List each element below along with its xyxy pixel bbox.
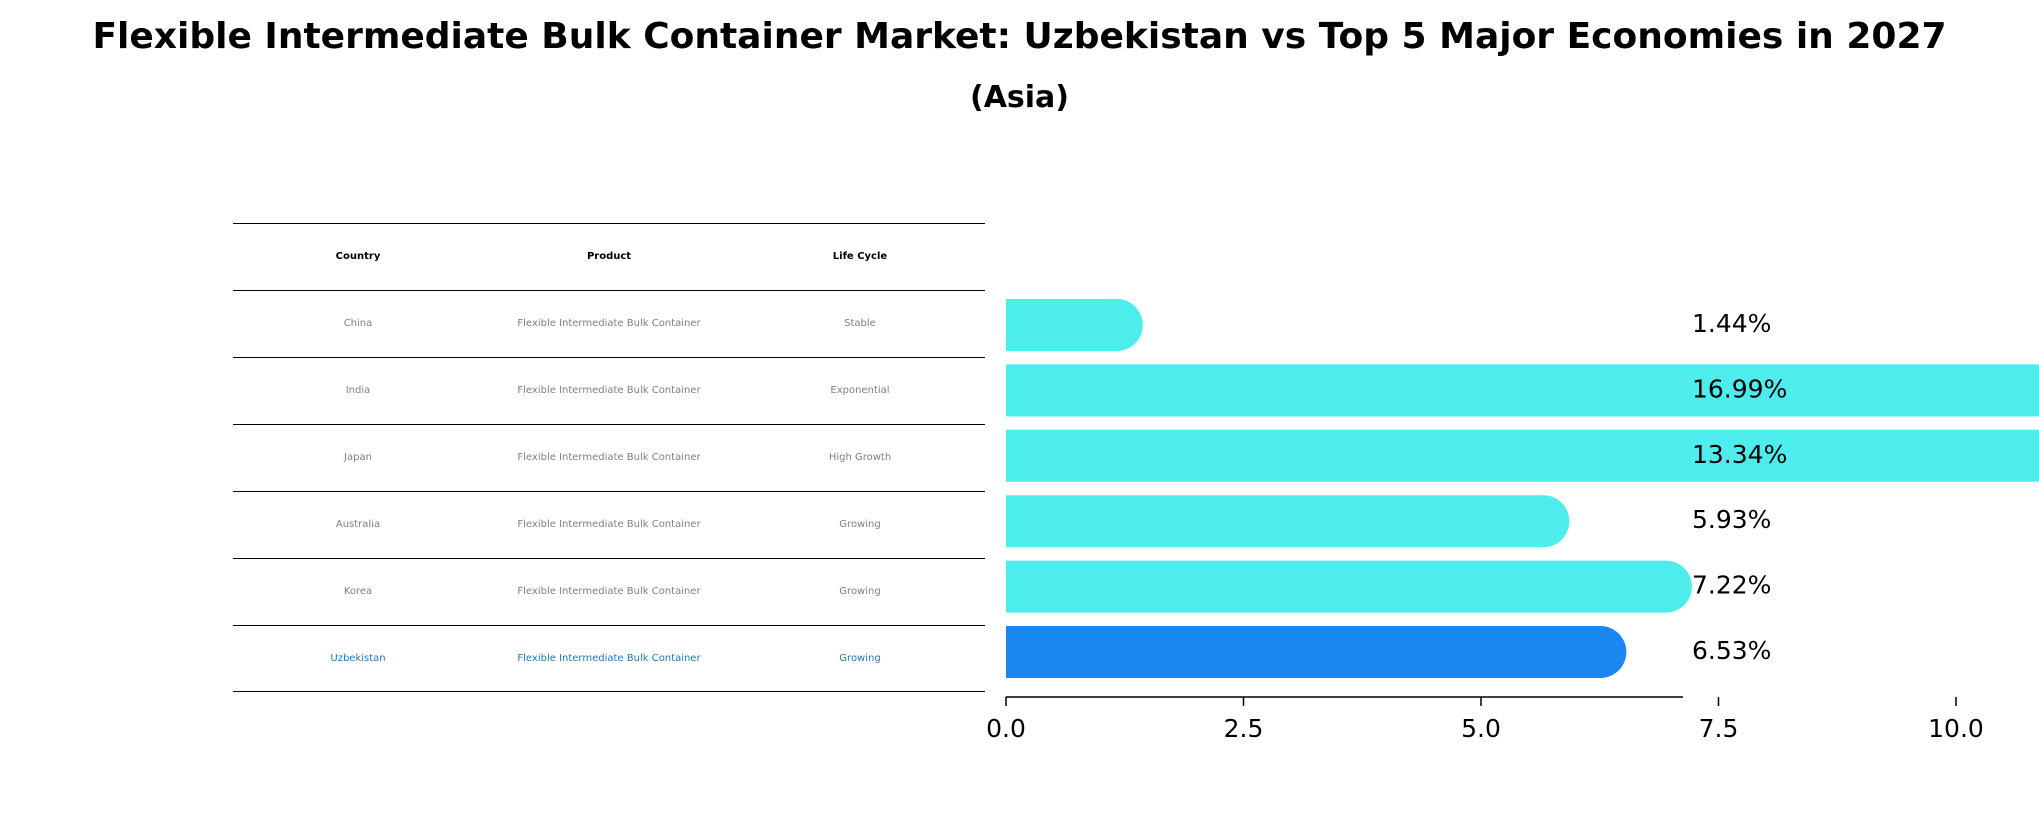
cell-country: India — [345, 385, 371, 396]
table-row: Japan Flexible Intermediate Bulk Contain… — [233, 424, 985, 491]
x-tick-label: 10.0 — [1928, 714, 1984, 743]
header-product: Product — [586, 251, 632, 262]
bar — [1006, 429, 2039, 482]
cell-country: Australia — [335, 519, 381, 530]
cell-life-cycle: Growing — [839, 653, 881, 664]
country-table: Country Product Life Cycle China Flexibl… — [233, 223, 985, 692]
cell-country: Korea — [343, 586, 373, 597]
bar-value-label: 1.44% — [1692, 309, 1771, 338]
chart-title: Flexible Intermediate Bulk Container Mar… — [92, 16, 1947, 57]
table-row: Korea Flexible Intermediate Bulk Contain… — [233, 558, 985, 625]
x-tick-label: 5.0 — [1461, 714, 1501, 743]
cell-country: Japan — [344, 452, 372, 463]
x-tick-label: 0.0 — [986, 714, 1026, 743]
table-row: Australia Flexible Intermediate Bulk Con… — [233, 491, 985, 558]
table-row: China Flexible Intermediate Bulk Contain… — [233, 290, 985, 357]
x-tick-label: 7.5 — [1699, 714, 1739, 743]
cell-life-cycle: Growing — [839, 519, 881, 530]
header-life-cycle: Life Cycle — [832, 251, 888, 262]
table-row-highlighted: Uzbekistan Flexible Intermediate Bulk Co… — [233, 625, 985, 692]
cell-product: Flexible Intermediate Bulk Container — [517, 519, 701, 530]
header-country: Country — [335, 251, 381, 262]
cell-product: Flexible Intermediate Bulk Container — [517, 586, 701, 597]
chart-subtitle: (Asia) — [969, 80, 1070, 115]
bar-value-label: 13.34% — [1692, 440, 1787, 469]
bar-value-label: 6.53% — [1692, 636, 1771, 665]
bar-value-label: 5.93% — [1692, 505, 1771, 534]
cell-product: Flexible Intermediate Bulk Container — [517, 385, 701, 396]
bar — [1006, 299, 1143, 351]
cell-product: Flexible Intermediate Bulk Container — [517, 318, 701, 329]
cell-life-cycle: Stable — [844, 318, 876, 329]
cell-life-cycle: Exponential — [830, 385, 890, 396]
table-header-row: Country Product Life Cycle — [233, 223, 985, 290]
table-row: India Flexible Intermediate Bulk Contain… — [233, 357, 985, 424]
bar-highlighted — [1006, 626, 1627, 678]
bar-value-label: 7.22% — [1692, 571, 1771, 600]
bar-value-label: 16.99% — [1692, 374, 1787, 403]
cell-product: Flexible Intermediate Bulk Container — [517, 452, 701, 463]
cell-country: China — [343, 318, 373, 329]
cell-life-cycle: Growing — [839, 586, 881, 597]
cell-product: Flexible Intermediate Bulk Container — [517, 653, 701, 664]
bar — [1006, 364, 2039, 417]
cell-life-cycle: High Growth — [828, 452, 892, 463]
x-tick-label: 2.5 — [1224, 714, 1264, 743]
bar — [1006, 560, 1692, 613]
bar — [1006, 495, 1570, 548]
cell-country: Uzbekistan — [330, 653, 386, 664]
